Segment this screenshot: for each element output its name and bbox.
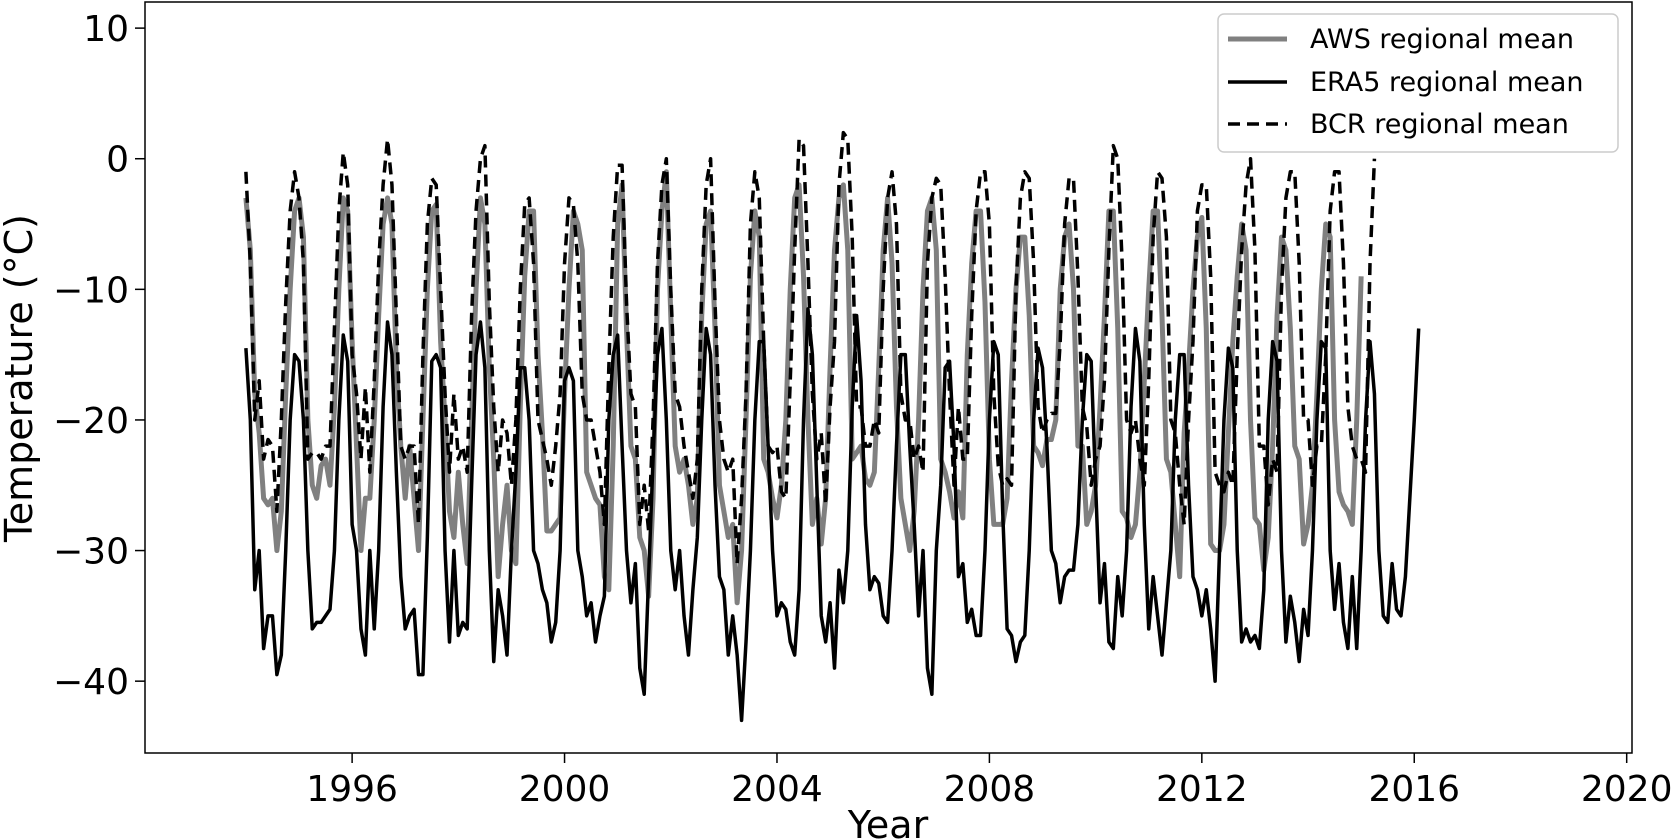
series-layer	[243, 130, 1421, 723]
x-tick-label: 1996	[306, 769, 398, 810]
legend: AWS regional mean ERA5 regional mean BCR…	[1217, 13, 1619, 153]
y-tick-label: −40	[53, 662, 129, 703]
series-bcr-line	[244, 130, 1377, 566]
x-axis: 1996 2000 2004 2008 2012 2016 2020	[306, 753, 1673, 810]
x-tick-label: 2020	[1581, 769, 1673, 810]
y-tick-label: −10	[53, 270, 129, 311]
y-axis-title: Temperature (°C)	[0, 214, 41, 543]
y-tick-label: −20	[53, 401, 129, 442]
legend-label-era5: ERA5 regional mean	[1310, 67, 1584, 98]
y-tick-label: 10	[83, 9, 129, 50]
x-tick-label: 2012	[1156, 769, 1248, 810]
x-tick-label: 2004	[731, 769, 823, 810]
legend-box	[1217, 13, 1619, 153]
y-tick-label: 0	[106, 140, 129, 181]
series-era5-line	[244, 307, 1421, 723]
x-tick-label: 2008	[944, 769, 1036, 810]
plot-area	[144, 1, 1633, 754]
x-tick-label: 2000	[519, 769, 611, 810]
legend-label-aws: AWS regional mean	[1310, 24, 1574, 55]
legend-label-bcr: BCR regional mean	[1310, 109, 1569, 140]
y-axis: −40 −30 −20 −10 0 10	[53, 9, 145, 703]
x-tick-label: 2016	[1368, 769, 1460, 810]
series-aws-line	[243, 169, 1364, 606]
x-axis-title: Year	[847, 803, 929, 840]
axes-frame	[144, 1, 1633, 754]
y-tick-label: −30	[53, 532, 129, 573]
